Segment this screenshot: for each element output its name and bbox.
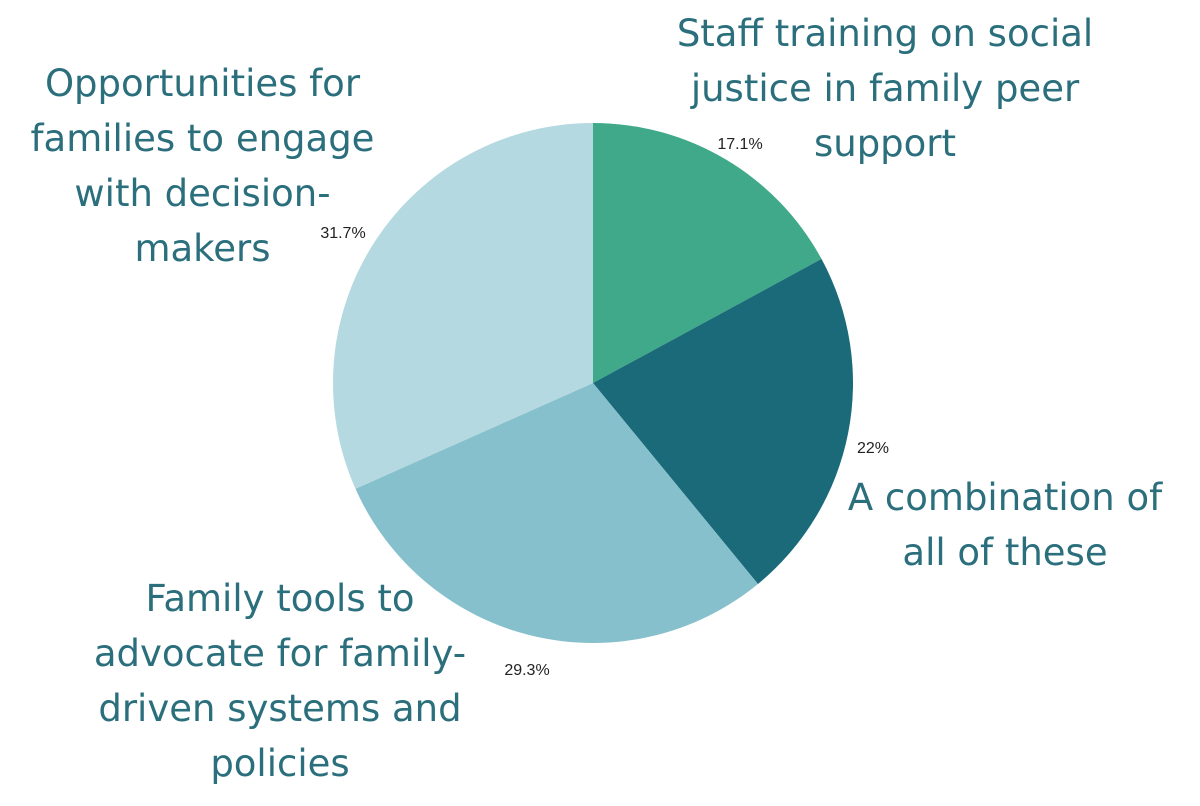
pie-slice	[593, 258, 854, 584]
category-label: Staff training on social justice in fami…	[676, 12, 1094, 165]
value-label: 29.3%	[504, 662, 550, 679]
value-label: 22%	[856, 440, 890, 457]
category-label: Family tools to advocate for family-driv…	[93, 577, 467, 785]
pie-slice	[355, 383, 758, 643]
category-label: Opportunities for families to engage wit…	[30, 62, 375, 270]
pie-slice	[333, 123, 593, 489]
value-label: 17.1%	[717, 136, 763, 153]
category-label: A combination of all of these	[847, 476, 1163, 574]
value-label: 31.7%	[320, 225, 366, 242]
pie-slice	[593, 123, 822, 383]
